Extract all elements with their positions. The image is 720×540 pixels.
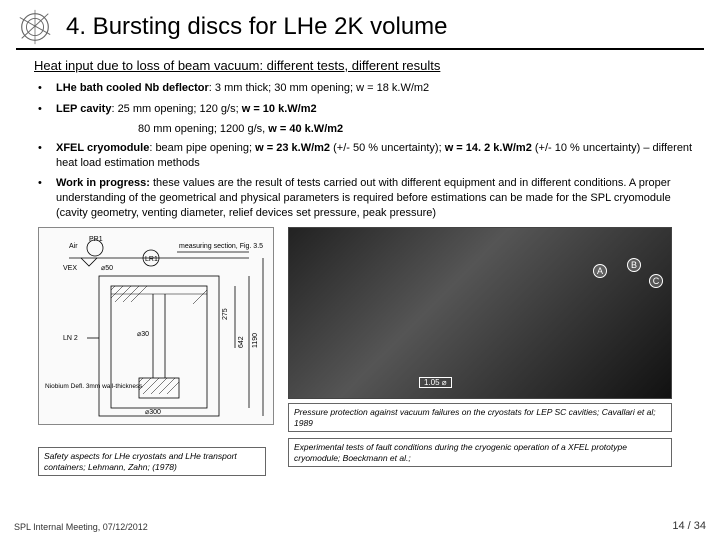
svg-text:Air: Air bbox=[69, 243, 78, 250]
svg-text:LN 2: LN 2 bbox=[63, 335, 78, 342]
svg-text:1190: 1190 bbox=[252, 333, 259, 348]
bullet-item: •XFEL cryomodule: beam pipe opening; w =… bbox=[38, 141, 704, 171]
photo-dim: 1.05 ⌀ bbox=[419, 377, 452, 388]
svg-text:VEX: VEX bbox=[63, 265, 77, 272]
footer-right: 14 / 34 bbox=[672, 520, 706, 532]
bullet-item: •LHe bath cooled Nb deflector: 3 mm thic… bbox=[38, 81, 704, 96]
caption-right-bottom: Experimental tests of fault conditions d… bbox=[288, 438, 672, 467]
svg-text:⌀30: ⌀30 bbox=[137, 331, 149, 338]
svg-text:275: 275 bbox=[222, 308, 229, 320]
lep-photo: A B C 1.05 ⌀ bbox=[288, 227, 672, 399]
caption-right-top: Pressure protection against vacuum failu… bbox=[288, 403, 672, 432]
bullet-list: •LHe bath cooled Nb deflector: 3 mm thic… bbox=[38, 81, 704, 221]
svg-text:LR1: LR1 bbox=[145, 256, 158, 263]
svg-text:⌀50: ⌀50 bbox=[101, 265, 113, 272]
slide-header: 4. Bursting discs for LHe 2K volume bbox=[16, 8, 704, 50]
cryostat-diagram: Air PR1 VEX LR1 measuring section, Fig. … bbox=[38, 227, 274, 425]
bullet-item: •LEP cavity: 25 mm opening; 120 g/s; w =… bbox=[38, 102, 704, 117]
slide-title: 4. Bursting discs for LHe 2K volume bbox=[66, 13, 448, 41]
cern-logo bbox=[16, 8, 54, 46]
photo-label-b: B bbox=[627, 258, 641, 272]
svg-text:Niobium Defl. 3mm wall-thickne: Niobium Defl. 3mm wall-thickness bbox=[45, 383, 143, 390]
bullet-subline: 80 mm opening; 1200 g/s, w = 40 k.W/m2 bbox=[138, 123, 704, 135]
svg-text:PR1: PR1 bbox=[89, 236, 103, 243]
photo-label-c: C bbox=[649, 274, 663, 288]
figure-row: Air PR1 VEX LR1 measuring section, Fig. … bbox=[16, 227, 704, 476]
figure-left: Air PR1 VEX LR1 measuring section, Fig. … bbox=[38, 227, 274, 476]
footer-left: SPL Internal Meeting, 07/12/2012 bbox=[14, 522, 148, 532]
bullet-item: •Work in progress: these values are the … bbox=[38, 176, 704, 221]
figure-right: A B C 1.05 ⌀ Pressure protection against… bbox=[288, 227, 704, 476]
svg-text:measuring section, Fig. 3.5: measuring section, Fig. 3.5 bbox=[179, 243, 263, 250]
svg-text:⌀300: ⌀300 bbox=[145, 409, 161, 416]
slide-subtitle: Heat input due to loss of beam vacuum: d… bbox=[34, 58, 704, 73]
svg-text:642: 642 bbox=[238, 336, 245, 348]
photo-label-a: A bbox=[593, 264, 607, 278]
caption-left: Safety aspects for LHe cryostats and LHe… bbox=[38, 447, 266, 476]
